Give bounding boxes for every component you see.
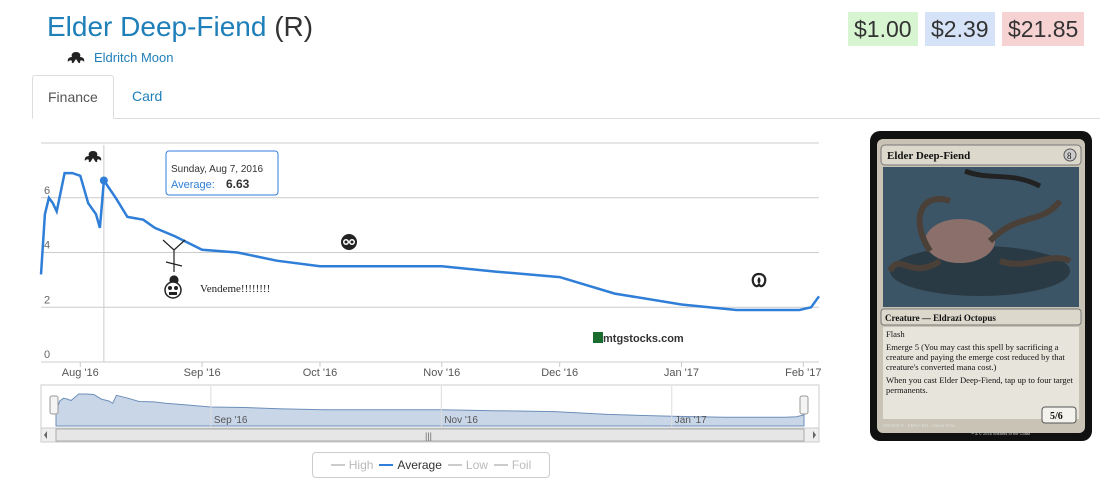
- card-image: Elder Deep-Fiend 8 Creature — Eldrazi Oc…: [870, 131, 1092, 441]
- tooltip-date: Sunday, Aug 7, 2016: [171, 164, 264, 175]
- price-foil: $21.85: [1002, 12, 1085, 46]
- navigator-left-handle[interactable]: [49, 395, 59, 415]
- scroll-right-arrow-icon[interactable]: [813, 431, 816, 439]
- mtgstocks-watermark: mtgstocks.com: [593, 332, 684, 345]
- x-tick-label: Aug '16: [62, 367, 99, 379]
- legend-low[interactable]: Low: [447, 458, 488, 472]
- x-tick-label: Feb '17: [785, 367, 821, 379]
- eldritch-moon-set-icon: [67, 51, 85, 63]
- tooltip-label: Average:: [171, 179, 215, 191]
- navigator-series-area: [55, 393, 805, 427]
- card-type-line: Creature — Eldrazi Octopus: [885, 313, 996, 323]
- navigator-label: Jan '17: [675, 415, 707, 426]
- series-points: [99, 176, 108, 185]
- chart-tooltip: Sunday, Aug 7, 2016 Average: 6.63: [165, 150, 279, 196]
- card-art-svg: Elder Deep-Fiend 8 Creature — Eldrazi Oc…: [877, 139, 1085, 436]
- scrollbar-grip-icon: |||: [425, 431, 432, 441]
- card-rule-3: When you cast Elder Deep-Fiend, tap up t…: [886, 375, 1073, 395]
- legend-average[interactable]: Average: [379, 458, 442, 472]
- navigator-label: Nov '16: [444, 415, 478, 426]
- set-marker-icon-oct: [341, 234, 357, 250]
- navigator-right-handle[interactable]: [799, 395, 809, 415]
- price-low: $1.00: [848, 12, 918, 46]
- x-tick-label: Nov '16: [423, 367, 460, 379]
- x-axis: Aug '16 Sep '16 Oct '16 Nov '16 Dec '16 Jan '…: [62, 362, 821, 379]
- tab-bar: Finance Card: [32, 75, 1100, 119]
- x-tick-label: Dec '16: [541, 367, 578, 379]
- annotation-box: [196, 278, 310, 302]
- eldritch-moon-marker-icon: [84, 151, 102, 163]
- card-mana-cost: 8: [1067, 151, 1072, 161]
- scrollbar-thumb[interactable]: [55, 428, 805, 442]
- card-pt: 5/6: [1050, 411, 1063, 422]
- average-series-line: [39, 171, 821, 312]
- annotation-text: Vendeme!!!!!!!!: [200, 283, 270, 295]
- price-average: $2.39: [925, 12, 995, 46]
- set-row: Eldritch Moon: [66, 50, 173, 65]
- navigator-labels: Sep '16 Nov '16 Jan '17: [210, 386, 707, 427]
- chart-grid: [41, 142, 819, 363]
- x-tick-label: Oct '16: [303, 367, 338, 379]
- mtgstocks-logo-icon: [593, 332, 603, 343]
- price-chart[interactable]: 0 2 4 6 Aug '16 Sep '16 Oct '16 Nov '16 Dec '16…: [0, 125, 830, 450]
- y-tick-label: 0: [44, 349, 50, 361]
- y-tick-label: 6: [44, 185, 50, 197]
- skull-icon: [164, 281, 182, 299]
- card-footer: 005/205 R · EMN • EN · Jason Felix: [883, 423, 956, 428]
- tab-finance[interactable]: Finance: [32, 75, 114, 119]
- rarity-label: (R): [274, 11, 314, 42]
- navigator-label: Sep '16: [214, 415, 248, 426]
- y-axis: 0 2 4 6: [44, 185, 50, 361]
- hover-point[interactable]: [99, 176, 108, 185]
- x-tick-label: Sep '16: [184, 367, 221, 379]
- stick-figure-icon: [162, 239, 186, 285]
- tooltip-value: 6.63: [226, 177, 250, 191]
- set-marker-icon-jan: [751, 272, 767, 288]
- card-title: Elder Deep-Fiend: [887, 150, 970, 162]
- y-tick-label: 4: [44, 240, 50, 252]
- legend-foil[interactable]: Foil: [493, 458, 531, 472]
- card-rule-1: Flash: [886, 329, 905, 339]
- page-title: Elder Deep-Fiend (R): [47, 11, 313, 43]
- watermark-text: mtgstocks.com: [603, 333, 684, 345]
- set-link[interactable]: Eldritch Moon: [94, 50, 174, 65]
- legend-high[interactable]: High: [330, 458, 373, 472]
- card-name[interactable]: Elder Deep-Fiend: [47, 11, 267, 42]
- scroll-left-arrow-icon[interactable]: [44, 431, 47, 439]
- y-tick-label: 2: [44, 294, 50, 306]
- tab-card[interactable]: Card: [132, 88, 163, 104]
- card-copyright: ™ & © 2016 Wizards of the Coast: [970, 431, 1031, 436]
- card-rule-2: Emerge 5 (You may cast this spell by sac…: [886, 342, 1065, 372]
- x-tick-label: Jan '17: [664, 367, 699, 379]
- chart-legend: High Average Low Foil: [312, 452, 550, 478]
